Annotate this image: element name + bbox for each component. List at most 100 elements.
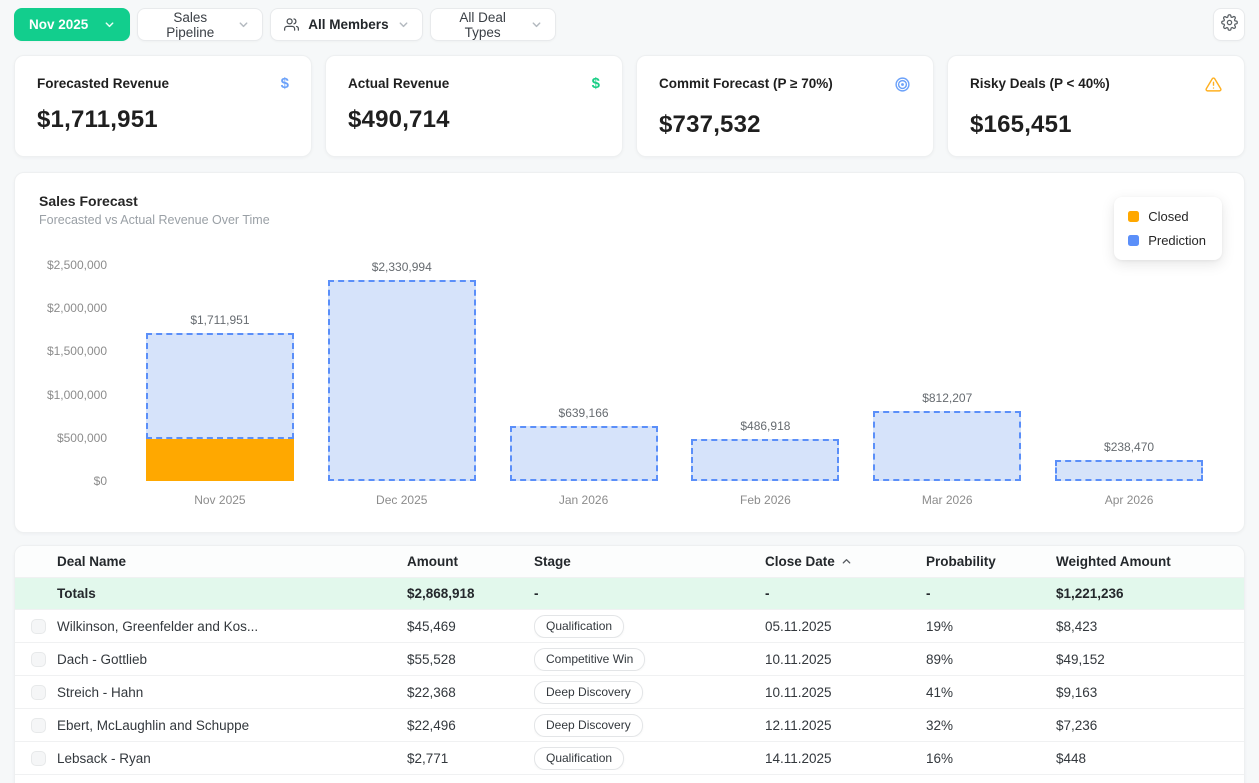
filter-toolbar: Nov 2025 Sales Pipeline All Members All … [14, 8, 1245, 41]
chart-bar[interactable] [691, 438, 840, 481]
totals-weighted-amount: $1,221,236 [1056, 586, 1124, 601]
stage-badge: Deep Discovery [534, 713, 643, 737]
weighted-amount-cell: $49,152 [1056, 651, 1105, 667]
dollar-icon: $ [280, 75, 289, 92]
table-row[interactable]: Streich - Hahn $22,368 Deep Discovery 10.11… [15, 676, 1244, 709]
probability-cell: 19% [926, 618, 954, 634]
table-row[interactable]: Dach - Gottlieb $55,528 Competitive Win 10.… [15, 643, 1244, 676]
kpi-card: Actual Revenue $ $490,714 [325, 55, 623, 157]
pipeline-dropdown-label: Sales Pipeline [166, 9, 215, 40]
chart-bar[interactable] [327, 279, 476, 481]
chart-x-axis: Nov 2025 Dec 2025 Jan 2026 Feb 2026 Mar 2026… [129, 493, 1220, 507]
stage-cell: Deep Discovery [534, 680, 765, 704]
row-checkbox[interactable] [31, 618, 46, 634]
chart-bar-group: $2,330,994 [311, 260, 493, 481]
legend-item-closed[interactable]: Closed [1128, 209, 1206, 224]
table-row[interactable]: Wilkinson, Greenfelder and Kos... $45,469… [15, 610, 1244, 643]
x-axis-label: Apr 2026 [1104, 493, 1154, 507]
column-header-label: Deal Name [57, 554, 127, 569]
row-checkbox-cell [15, 750, 57, 766]
table-header-row: Deal Name Amount Stage Close Date Probabilit… [15, 546, 1244, 578]
deals-table-card: Deal Name Amount Stage Close Date Probabilit… [14, 545, 1245, 783]
prediction-bar-segment[interactable] [509, 425, 658, 481]
chart-bar[interactable] [873, 410, 1022, 481]
table-row[interactable]: Ebert, McLaughlin and Schuppe $22,496 Deep… [15, 709, 1244, 742]
y-axis-tick: $1,500,000 [46, 344, 107, 359]
chart-bar[interactable] [509, 425, 658, 481]
kpi-value: $737,532 [659, 111, 761, 138]
close-date-cell: 10.11.2025 [765, 684, 832, 700]
deal-types-dropdown-label: All Deal Types [459, 9, 506, 40]
totals-probability: - [926, 586, 931, 601]
probability-cell: 41% [926, 684, 954, 700]
column-header-amount[interactable]: Amount [407, 554, 534, 569]
deal-types-dropdown[interactable]: All Deal Types [429, 8, 556, 41]
sales-forecast-chart-card: Sales Forecast Forecasted vs Actual Reve… [14, 172, 1245, 533]
target-icon [894, 76, 911, 96]
prediction-bar-segment[interactable] [873, 410, 1022, 481]
row-checkbox[interactable] [31, 684, 46, 700]
amount-cell: $55,528 [407, 651, 456, 667]
legend-item-prediction[interactable]: Prediction [1128, 233, 1206, 248]
members-icon [284, 17, 300, 32]
prediction-bar-segment[interactable] [1055, 460, 1204, 481]
column-header-deal-name[interactable]: Deal Name [57, 554, 407, 569]
table-row-partial [15, 775, 1244, 783]
kpi-title: Commit Forecast (P ≥ 70%) [659, 76, 833, 91]
bar-value-label: $486,918 [740, 418, 791, 433]
column-header-stage[interactable]: Stage [534, 554, 765, 569]
legend-label: Closed [1148, 209, 1189, 224]
period-dropdown-label: Nov 2025 [29, 17, 89, 32]
pipeline-dropdown[interactable]: Sales Pipeline [137, 8, 264, 41]
chart-title: Sales Forecast [39, 193, 138, 209]
weighted-amount-cell: $7,236 [1056, 717, 1098, 733]
members-dropdown-label: All Members [308, 17, 389, 32]
chevron-down-icon [398, 19, 409, 30]
chevron-down-icon [531, 19, 542, 30]
amount-cell: $45,469 [407, 618, 456, 634]
totals-amount: $2,868,918 [407, 586, 475, 601]
chart-bar[interactable] [1055, 460, 1204, 481]
stage-badge: Qualification [534, 746, 625, 770]
amount-cell: $2,771 [407, 750, 449, 766]
stage-cell: Deep Discovery [534, 713, 765, 737]
prediction-bar-segment[interactable] [327, 279, 476, 481]
dollar-icon: $ [591, 75, 600, 92]
x-axis-label: Nov 2025 [194, 493, 246, 507]
warning-icon [1205, 76, 1222, 96]
totals-stage: - [534, 586, 539, 601]
deal-name-cell: Wilkinson, Greenfelder and Kos... [57, 618, 259, 634]
table-totals-row: Totals $2,868,918 - - - $1,221,236 [15, 578, 1244, 610]
prediction-bar-segment[interactable] [691, 438, 840, 481]
row-checkbox[interactable] [31, 750, 46, 766]
x-axis-label: Feb 2026 [740, 493, 791, 507]
x-axis-label: Jan 2026 [558, 493, 609, 507]
column-header-probability[interactable]: Probability [926, 554, 1056, 569]
kpi-card-row: Forecasted Revenue $ $1,711,951 Actual Reve… [14, 55, 1245, 157]
chart-bar-group: $486,918 [674, 265, 856, 481]
chart-bar-group: $1,711,951 [129, 265, 311, 481]
close-date-cell: 05.11.2025 [765, 618, 832, 634]
close-date-cell: 10.11.2025 [765, 651, 832, 667]
closed-bar-segment[interactable] [145, 438, 294, 481]
deal-name-cell: Dach - Gottlieb [57, 651, 148, 667]
bar-value-label: $238,470 [1104, 440, 1155, 455]
table-row[interactable]: Lebsack - Ryan $2,771 Qualification 14.11.2… [15, 742, 1244, 775]
column-header-weighted-amount[interactable]: Weighted Amount [1056, 554, 1244, 569]
probability-cell: 89% [926, 651, 954, 667]
totals-close-date: - [765, 586, 770, 601]
column-header-close-date[interactable]: Close Date [765, 554, 926, 569]
kpi-title: Risky Deals (P < 40%) [970, 76, 1110, 91]
y-axis-tick: $2,500,000 [46, 258, 107, 272]
weighted-amount-cell: $8,423 [1056, 618, 1098, 634]
bar-value-label: $812,207 [922, 390, 973, 405]
row-checkbox[interactable] [31, 717, 46, 733]
row-checkbox[interactable] [31, 651, 46, 667]
close-date-cell: 12.11.2025 [765, 717, 832, 733]
settings-button[interactable] [1213, 8, 1245, 41]
deal-name-cell: Ebert, McLaughlin and Schuppe [57, 717, 250, 733]
prediction-bar-segment[interactable] [145, 333, 294, 439]
members-dropdown[interactable]: All Members [270, 8, 423, 41]
chart-bar[interactable] [145, 333, 294, 481]
period-dropdown[interactable]: Nov 2025 [14, 8, 131, 41]
